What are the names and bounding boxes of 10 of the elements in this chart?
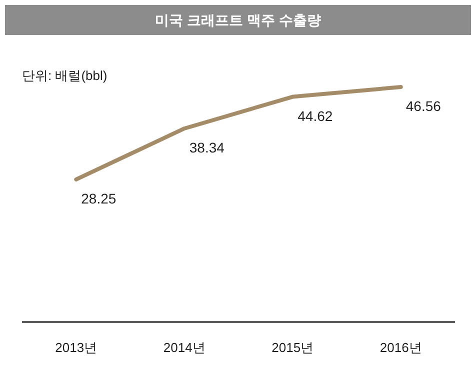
- data-label: 44.62: [298, 108, 333, 124]
- text: 단위: 배럴(bbl): [22, 68, 108, 83]
- chart-title: 미국 크래프트 맥주 수출량: [155, 12, 321, 28]
- data-label: 38.34: [189, 139, 225, 156]
- x-tick-label: 2015년: [272, 340, 314, 355]
- x-tick-label: 2014년: [163, 340, 206, 355]
- data-label: 28.25: [81, 190, 116, 206]
- x-tick-label: 2016년: [380, 340, 422, 355]
- x-tick-label: 2013년: [55, 340, 98, 355]
- data-label: 46.56: [406, 98, 442, 114]
